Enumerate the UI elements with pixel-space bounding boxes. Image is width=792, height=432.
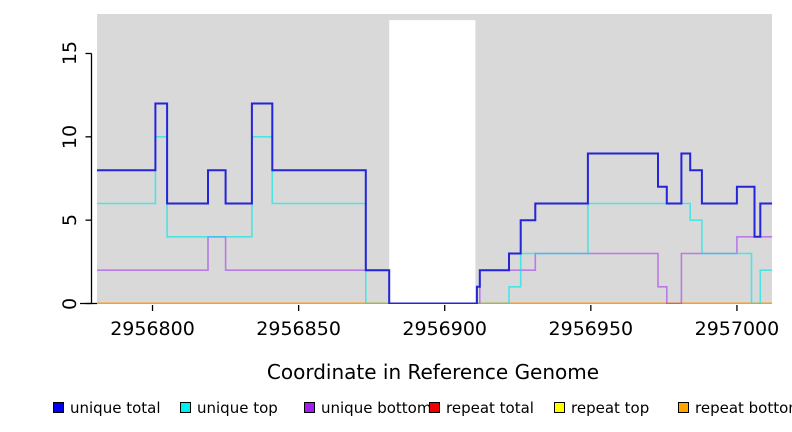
y-tick-label: 10 [59, 124, 81, 149]
legend-label: repeat bottom [695, 399, 792, 417]
masked-region [389, 20, 476, 304]
y-tick-label: 0 [59, 297, 81, 310]
legend-swatch-icon [180, 402, 191, 413]
x-tick-label: 2956850 [256, 318, 341, 340]
legend-swatch-icon [554, 402, 565, 413]
series-line-unique-top [97, 136, 772, 304]
y-tick-label: 5 [59, 214, 81, 227]
x-axis-title: Coordinate in Reference Genome [266, 360, 600, 384]
series-lines [97, 102, 772, 304]
legend-swatch-icon [429, 402, 440, 413]
x-tick-label: 2957000 [694, 318, 780, 340]
series-line-unique-bottom [97, 236, 772, 304]
legend-label: unique total [70, 399, 161, 417]
legend-swatch-icon [53, 402, 64, 413]
x-tick-label: 2956800 [110, 318, 195, 340]
x-tick-label: 2956950 [548, 318, 634, 340]
legend-label: unique top [197, 399, 278, 417]
legend-swatch-icon [678, 402, 689, 413]
legend-swatch-icon [304, 402, 315, 413]
y-tick-label: 15 [59, 41, 81, 66]
legend-label: repeat top [571, 399, 650, 417]
legend-label: repeat total [446, 399, 534, 417]
legend-label: unique bottom [321, 399, 432, 417]
series-line-unique-total [97, 102, 772, 304]
x-tick-label: 2956900 [402, 318, 488, 340]
